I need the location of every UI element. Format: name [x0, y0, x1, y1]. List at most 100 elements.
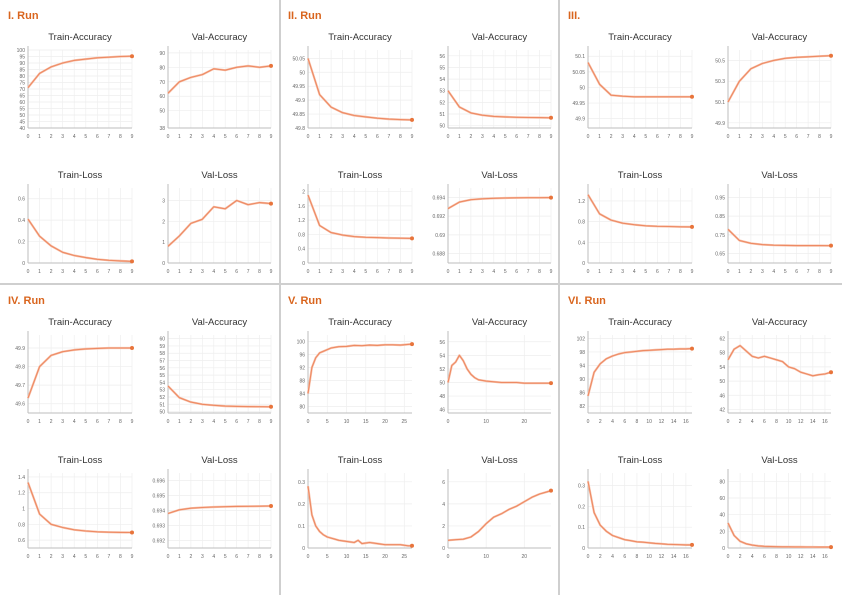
x-tick-label: 6: [235, 554, 238, 560]
x-tick-label: 6: [623, 554, 626, 560]
x-tick-label: 2: [50, 419, 53, 425]
x-tick-label: 8: [119, 134, 122, 140]
x-tick-label: 16: [683, 554, 689, 560]
chart-title: Train-Loss: [338, 170, 383, 181]
x-tick-label: 7: [247, 134, 250, 140]
chart-train-accuracy: Train-Accuracy 49.8 49.85 49.9 49.95 50 50.05 0…: [292, 32, 414, 140]
x-tick-label: 12: [798, 419, 804, 425]
y-tick-label: 56: [159, 366, 165, 372]
x-tick-label: 7: [807, 269, 810, 275]
y-tick-label: 0.694: [152, 509, 165, 515]
x-tick-label: 4: [73, 134, 76, 140]
series-shadow-line: [587, 61, 692, 98]
x-tick-label: 4: [353, 269, 356, 275]
x-tick-label: 1: [738, 134, 741, 140]
x-tick-label: 2: [189, 554, 192, 560]
y-tick-label: 98: [579, 350, 585, 356]
x-tick-label: 0: [27, 554, 30, 560]
y-tick-label: 100: [297, 340, 306, 346]
x-tick-label: 8: [818, 269, 821, 275]
x-tick-label: 5: [504, 134, 507, 140]
x-tick-label: 10: [344, 554, 350, 560]
x-tick-label: 5: [84, 269, 87, 275]
x-tick-label: 0: [167, 554, 170, 560]
y-tick-label: 0.692: [432, 214, 445, 220]
x-tick-label: 6: [763, 554, 766, 560]
y-tick-label: 57: [159, 359, 165, 365]
y-tick-label: 49.6: [15, 402, 25, 408]
chart-val-loss: Val-Loss 0.688 0.69 0.692 0.694 0 1 2 3 4 5 6 7 8 9: [432, 170, 553, 275]
x-tick-label: 3: [481, 269, 484, 275]
run-panel-2: II. Run Train-Accuracy 49.8 49.85 49.9 49.95 5…: [280, 0, 559, 283]
y-tick-label: 0: [722, 546, 725, 552]
y-tick-label: 0.85: [715, 214, 725, 220]
y-tick-label: 86: [579, 391, 585, 397]
chart-val-loss: Val-Loss 0.65 0.75 0.85 0.95 0 1 2 3 4 5 6 7 8 9: [715, 170, 833, 275]
series-line: [587, 194, 693, 228]
y-tick-label: 50.5: [715, 58, 725, 64]
series-end-point: [410, 117, 414, 122]
x-tick-label: 0: [307, 554, 310, 560]
x-tick-label: 4: [73, 554, 76, 560]
run-panel-4: IV. Run Train-Accuracy 49.6 49.7 49.8 49.9 0 1 2…: [0, 285, 279, 568]
y-tick-label: 1.2: [578, 199, 585, 205]
run-title: II. Run: [288, 10, 322, 22]
chart-title: Val-Accuracy: [192, 32, 248, 43]
series-end-point: [549, 488, 553, 493]
run-panel-6: VI. Run Train-Accuracy 82 86 90 94 98 102 0 2 4 6 8 1…: [560, 285, 839, 568]
y-tick-label: 0.95: [715, 195, 725, 201]
series-end-point: [829, 545, 833, 550]
x-tick-label: 9: [131, 419, 134, 425]
x-tick-label: 2: [330, 134, 333, 140]
y-tick-label: 75: [19, 81, 25, 87]
series-end-point: [410, 342, 414, 347]
x-tick-label: 1: [38, 419, 41, 425]
x-tick-label: 9: [691, 134, 694, 140]
y-tick-label: 51: [159, 402, 165, 408]
x-tick-label: 0: [727, 269, 730, 275]
x-tick-label: 6: [96, 419, 99, 425]
y-tick-label: 60: [19, 100, 25, 106]
run-panel-5: V. Run Train-Accuracy 80 84 88 92 96 100 0 5 10 15 2…: [280, 285, 559, 568]
chart-train-accuracy: Train-Accuracy40455055606570758085909510…: [17, 32, 134, 140]
x-tick-label: 7: [247, 419, 250, 425]
series-shadow-line: [727, 228, 832, 247]
x-tick-label: 2: [610, 269, 613, 275]
y-tick-label: 50.05: [572, 70, 585, 76]
x-tick-label: 1: [38, 269, 41, 275]
y-tick-label: 0.4: [578, 240, 585, 246]
y-tick-label: 54: [439, 353, 445, 359]
x-tick-label: 5: [326, 554, 329, 560]
x-tick-label: 9: [411, 134, 414, 140]
x-tick-label: 4: [633, 269, 636, 275]
x-tick-label: 1: [458, 134, 461, 140]
x-tick-label: 7: [107, 554, 110, 560]
y-tick-label: 0: [22, 261, 25, 267]
series-end-point: [130, 530, 134, 535]
y-tick-label: 50: [719, 379, 725, 385]
y-tick-label: 54: [439, 77, 445, 83]
chart-title: Val-Loss: [761, 455, 798, 466]
x-tick-label: 5: [224, 419, 227, 425]
y-tick-label: 45: [19, 120, 25, 126]
series-end-point: [549, 381, 553, 386]
chart-title: Val-Accuracy: [192, 317, 248, 328]
chart-title: Val-Accuracy: [752, 317, 808, 328]
x-tick-label: 0: [447, 134, 450, 140]
chart-title: Val-Accuracy: [752, 32, 808, 43]
x-tick-label: 9: [131, 554, 134, 560]
x-tick-label: 7: [527, 134, 530, 140]
x-tick-label: 4: [772, 269, 775, 275]
x-tick-label: 2: [50, 269, 53, 275]
chart-train-loss: Train-Loss 0 0.4 0.8 1.2 1.6 2 0 1 2 3 4 5 6 7 8 9: [298, 170, 414, 275]
y-tick-label: 0.2: [578, 504, 585, 510]
x-tick-label: 8: [119, 554, 122, 560]
run-panel-3: III. Train-Accuracy 49.9 49.95 50 50.05 50.1 0 1…: [560, 0, 839, 283]
x-tick-label: 3: [201, 134, 204, 140]
x-tick-label: 4: [633, 134, 636, 140]
y-tick-label: 90: [19, 61, 25, 67]
x-tick-label: 10: [786, 554, 792, 560]
x-tick-label: 7: [667, 269, 670, 275]
series-shadow-line: [447, 196, 552, 210]
